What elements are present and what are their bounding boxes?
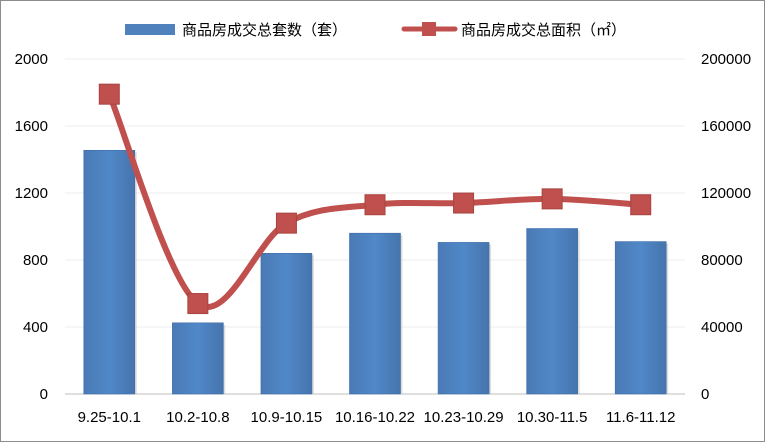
line-marker [275, 212, 297, 234]
bar [349, 232, 401, 395]
y-left-tick-label: 2000 [15, 51, 48, 68]
line-marker [364, 194, 386, 216]
y-left-tick-label: 1200 [15, 185, 48, 202]
legend-label-line: 商品房成交总面积（㎡） [461, 21, 626, 39]
x-tick-label: 10.2-10.8 [166, 409, 229, 426]
bar [526, 228, 578, 395]
bar [260, 253, 313, 395]
y-left-tick-label: 800 [23, 252, 48, 269]
x-tick-label: 10.23-10.29 [424, 409, 504, 426]
legend: 商品房成交总套数（套） 商品房成交总面积（㎡） [125, 21, 626, 39]
bar [437, 242, 490, 395]
y-left-tick-label: 0 [40, 386, 48, 403]
y-right-tick-label: 40000 [701, 319, 743, 336]
y-right-tick-label: 0 [701, 386, 709, 403]
x-tick-label: 10.16-10.22 [335, 409, 415, 426]
line-series [98, 83, 652, 315]
y-left-tick-label: 1600 [15, 118, 48, 135]
legend-swatch-bar [125, 24, 175, 35]
legend-label-bar: 商品房成交总套数（套） [182, 21, 347, 39]
line-marker [630, 194, 652, 216]
x-tick-label: 10.9-10.15 [251, 409, 323, 426]
line-marker [541, 188, 563, 210]
line-marker [453, 192, 475, 214]
bar [614, 241, 667, 395]
y-right-tick-label: 160000 [701, 118, 751, 135]
x-tick-label: 10.30-11.5 [517, 409, 588, 426]
y-right-tick-label: 80000 [701, 252, 743, 269]
line-marker [98, 83, 120, 105]
legend-swatch-marker [422, 22, 436, 36]
bar [83, 149, 136, 395]
y-right-tick-label: 200000 [701, 51, 751, 68]
bar-series [83, 149, 669, 395]
bar [172, 322, 224, 395]
y-right-tick-label: 120000 [701, 185, 751, 202]
x-tick-label: 11.6-11.12 [606, 409, 676, 426]
y-left-tick-label: 400 [23, 319, 48, 336]
x-tick-label: 9.25-10.1 [78, 409, 141, 426]
line-marker [187, 293, 209, 315]
